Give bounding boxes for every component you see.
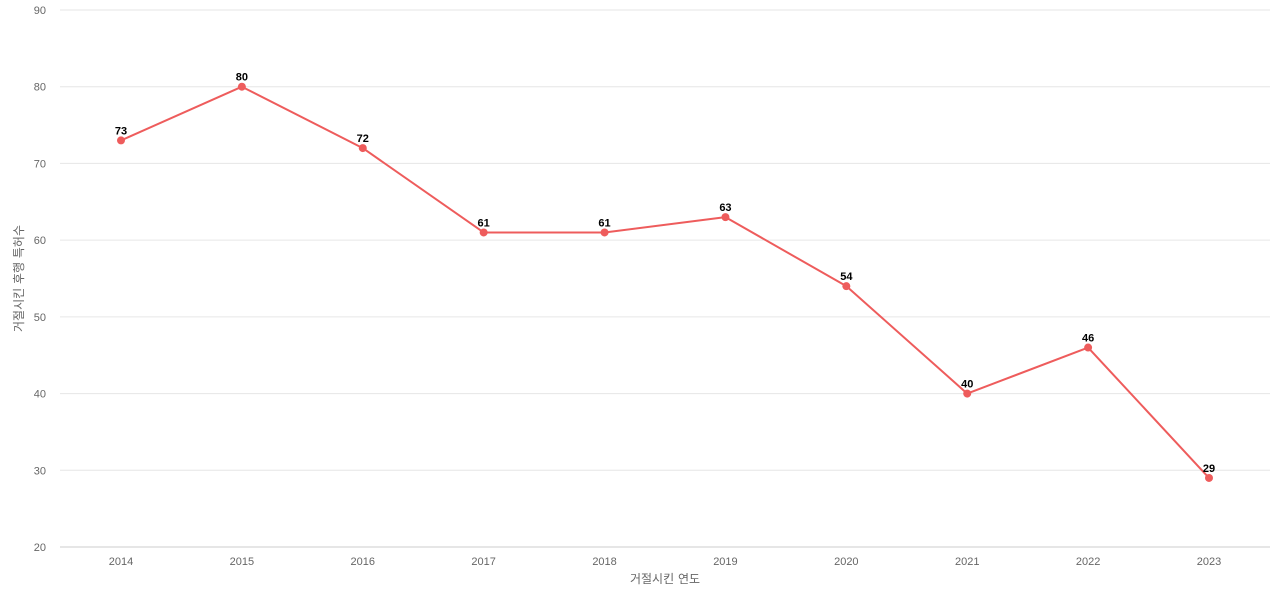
data-point[interactable] (479, 228, 488, 237)
data-label: 63 (719, 202, 731, 214)
x-tick-label: 2016 (351, 556, 375, 568)
data-point[interactable] (1084, 343, 1093, 352)
x-axis-ticks: 2014 2015 2016 2017 2018 2019 2020 2021 2022 2023 (109, 556, 1221, 568)
series-line (120, 85, 1210, 479)
y-tick-label: 30 (34, 465, 46, 477)
data-point[interactable] (963, 389, 972, 398)
y-tick-label: 40 (34, 389, 46, 401)
gridlines (60, 9, 1270, 548)
data-label: 46 (1082, 333, 1094, 345)
x-tick-label: 2014 (109, 556, 133, 568)
x-tick-label: 2015 (230, 556, 254, 568)
data-label: 72 (357, 133, 369, 145)
data-label: 29 (1203, 463, 1215, 475)
x-tick-label: 2017 (471, 556, 495, 568)
data-label: 40 (961, 379, 973, 391)
data-label: 73 (115, 125, 127, 137)
series (117, 82, 1213, 482)
x-tick-label: 2021 (955, 556, 979, 568)
y-tick-label: 80 (34, 82, 46, 94)
data-label: 61 (598, 217, 610, 229)
data-label: 80 (236, 72, 248, 84)
x-tick-label: 2022 (1076, 556, 1100, 568)
data-point[interactable] (721, 213, 730, 222)
x-axis-title: 거절시킨 연도 (630, 572, 700, 586)
y-tick-label: 50 (34, 312, 46, 324)
y-tick-label: 20 (34, 542, 46, 554)
y-axis-title: 거절시킨 후행 특허수 (11, 225, 26, 332)
data-point[interactable] (117, 136, 125, 145)
x-tick-label: 2020 (834, 556, 858, 568)
data-point[interactable] (600, 228, 609, 237)
x-tick-label: 2018 (592, 556, 616, 568)
data-labels: 73 80 72 61 61 63 54 40 46 29 (115, 72, 1215, 475)
y-tick-label: 70 (34, 158, 46, 170)
y-tick-label: 60 (34, 235, 46, 247)
data-point[interactable] (842, 282, 851, 291)
data-point[interactable] (358, 144, 367, 153)
data-label: 54 (840, 271, 853, 283)
y-axis-ticks: 20 30 40 50 60 70 80 90 (34, 5, 46, 554)
data-point[interactable] (1205, 473, 1213, 482)
data-point[interactable] (237, 82, 246, 91)
data-label: 61 (478, 217, 490, 229)
x-tick-label: 2023 (1197, 556, 1221, 568)
x-tick-label: 2019 (713, 556, 737, 568)
y-tick-label: 90 (34, 5, 46, 17)
